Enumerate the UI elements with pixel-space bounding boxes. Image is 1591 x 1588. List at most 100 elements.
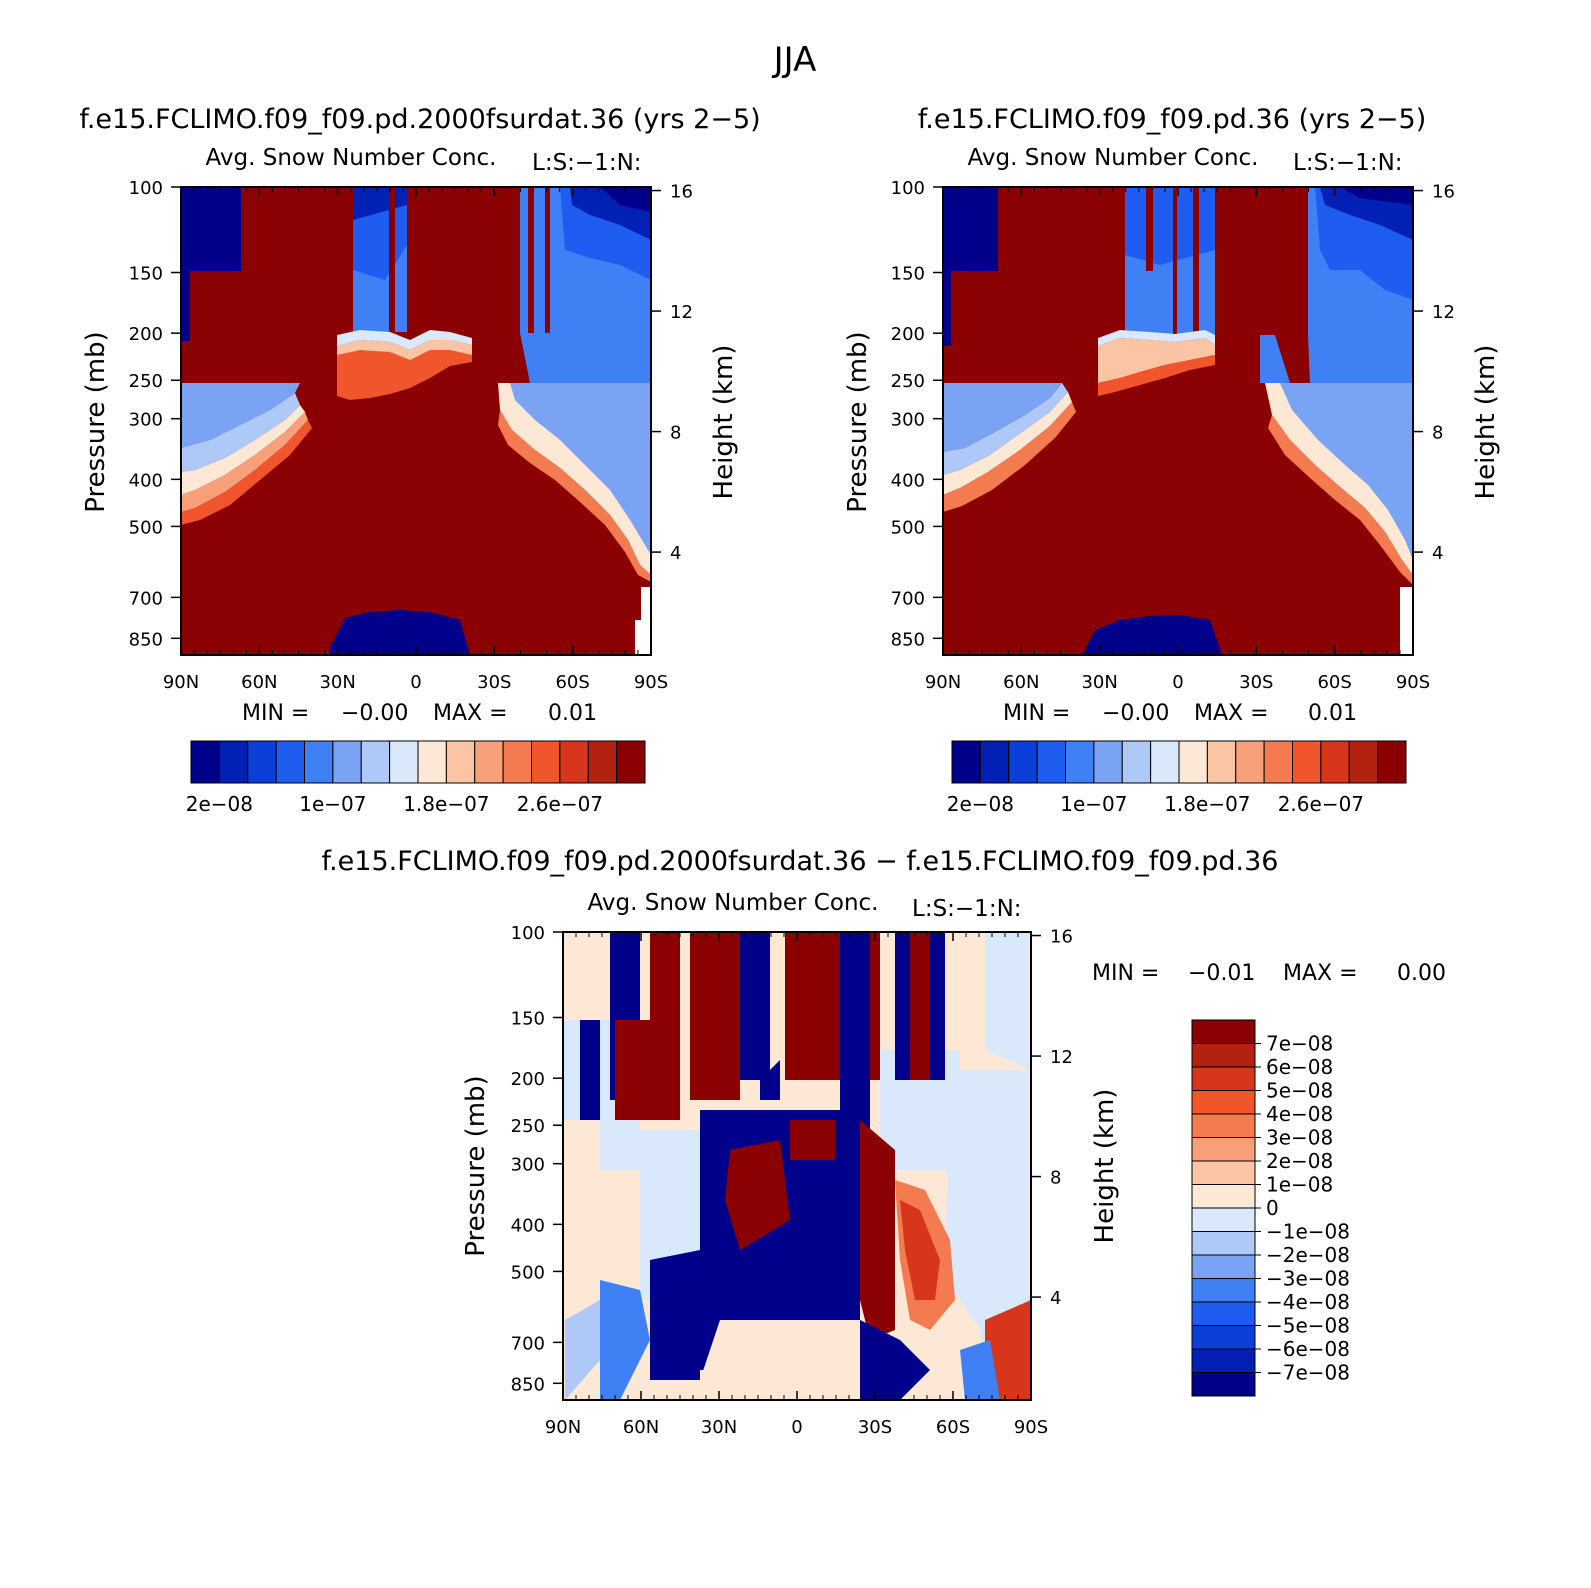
- panel-2-xtick-label: 0: [1172, 672, 1183, 693]
- panel-1-colorbar-box: [474, 740, 504, 784]
- panel-1-ytick-label: 150: [129, 264, 163, 285]
- panel-3-ytick-label: 200: [511, 1069, 545, 1090]
- panel-3-colorbar-label: 7e−08: [1266, 1032, 1333, 1056]
- panel-1-colorbar-box: [531, 740, 561, 784]
- panel-2-xtick-label: 60N: [1003, 672, 1039, 693]
- panel-2-xtick-label: 90N: [925, 672, 961, 693]
- panel-3-ylabel: Pressure (mb): [461, 1075, 491, 1256]
- panel-3-xtick-label: 60N: [623, 1417, 659, 1438]
- panel-2-colorbar-label: 1e−07: [1060, 792, 1127, 816]
- panel-3-title: f.e15.FCLIMO.f09_f09.pd.2000fsurdat.36 −…: [322, 846, 1279, 877]
- panel-2-ylabel: Pressure (mb): [843, 331, 873, 512]
- panel-1-colorbar-box: [360, 740, 391, 784]
- panel-3-xtick-label: 0: [791, 1417, 802, 1438]
- panel-3-ytick-label: 500: [511, 1262, 545, 1283]
- panel-2-subtitle: Avg. Snow Number Conc.: [968, 145, 1259, 171]
- panel-3-max-value: 0.00: [1397, 961, 1446, 986]
- panel-1-colorbar-box: [559, 740, 589, 784]
- panel-1-xtick-label: 30S: [477, 672, 511, 693]
- panel-3-colorbar-box: [1191, 1137, 1256, 1162]
- panel-1-ytick-label: 250: [129, 371, 163, 392]
- panel-2-ytick-label: 100: [891, 178, 925, 199]
- panel-2-xtick-label: 90S: [1396, 672, 1430, 693]
- panel-2-colorbar-box: [1121, 740, 1152, 784]
- panel-2-ytick-label: 400: [891, 470, 925, 491]
- panel-1: f.e15.FCLIMO.f09_f09.pd.2000fsurdat.36 (…: [79, 104, 760, 816]
- panel-2-colorbar-label: 2.6e−07: [1278, 792, 1364, 816]
- panel-2-colorbar-box: [1235, 740, 1265, 784]
- panel-3-htick-label: 8: [1050, 1168, 1061, 1189]
- panel-3-htick-label: 16: [1050, 927, 1073, 948]
- panel-3-colorbar-label: 5e−08: [1266, 1079, 1333, 1103]
- panel-2-colorbar-label: 1.8e−07: [1164, 792, 1250, 816]
- panel-3-colorbar-label: −1e−08: [1266, 1220, 1350, 1244]
- panel-3-colorbar-label: −4e−08: [1266, 1290, 1350, 1314]
- panel-1-colorbar-box: [445, 740, 476, 784]
- panel-1-htick-label: 4: [670, 543, 681, 564]
- panel-3-colorbar-label: 0: [1266, 1196, 1279, 1220]
- panel-3-colorbar-box: [1191, 1325, 1256, 1350]
- panel-3-max-label: MAX =: [1283, 961, 1358, 986]
- panel-3-xtick-label: 30N: [701, 1417, 737, 1438]
- panel-1-title: f.e15.FCLIMO.f09_f09.pd.2000fsurdat.36 (…: [79, 104, 760, 135]
- panel-1-xtick-label: 90N: [163, 672, 199, 693]
- panel-2-xtick-label: 60S: [1317, 672, 1351, 693]
- panel-3-ytick-label: 100: [511, 923, 545, 944]
- panel-3-colorbar-box: [1191, 1090, 1256, 1115]
- panel-2-colorbar-box: [1093, 740, 1123, 784]
- panel-2-ytick-label: 700: [891, 588, 925, 609]
- panel-1-colorbar-label: 1e−07: [299, 792, 366, 816]
- panel-3-ytick-label: 700: [511, 1333, 545, 1354]
- panel-3-colorbar-label: 2e−08: [1266, 1149, 1333, 1173]
- panel-2-colorbar-label: 2e−08: [947, 792, 1014, 816]
- panel-3-colorbar-box: [1191, 1043, 1256, 1068]
- panel-3-colorbar-label: −5e−08: [1266, 1314, 1350, 1338]
- panel-2-colorbar-box: [951, 740, 981, 784]
- panel-2-colorbar-box: [979, 740, 1010, 784]
- panel-2-ytick-label: 200: [891, 324, 925, 345]
- panel-2-ytick-label: 250: [891, 371, 925, 392]
- panel-2-max-value: 0.01: [1308, 701, 1357, 726]
- panel-1-min-value: −0.00: [341, 701, 408, 726]
- panel-1-max-label: MAX =: [433, 701, 508, 726]
- panel-3-colorbar-label: −2e−08: [1266, 1243, 1350, 1267]
- panel-2-colorbar-box: [1150, 740, 1180, 784]
- panel-2-min-value: −0.00: [1102, 701, 1169, 726]
- panel-2-htick-label: 16: [1432, 182, 1455, 203]
- panel-2-xtick-label: 30N: [1081, 672, 1117, 693]
- panel-1-colorbar-box: [247, 740, 277, 784]
- panel-3-colorbar-box: [1191, 1019, 1256, 1044]
- panel-2-htick-label: 8: [1432, 423, 1443, 444]
- panel-2-colorbar: 2e−08 1e−07 1.8e−07 2.6e−07: [947, 740, 1407, 816]
- panel-3-colorbar-box: [1191, 1207, 1256, 1232]
- panel-1-htick-label: 8: [670, 423, 681, 444]
- panel-3-ylabel2: Height (km): [1090, 1089, 1120, 1244]
- panel-3-colorbar-box: [1191, 1278, 1256, 1303]
- panel-1-colorbar-box: [587, 740, 618, 784]
- panel-2-title: f.e15.FCLIMO.f09_f09.pd.36 (yrs 2−5): [918, 104, 1426, 135]
- panel-3-colorbar-box: [1191, 1254, 1256, 1279]
- panel-3-subtitle: Avg. Snow Number Conc.: [588, 890, 879, 916]
- panel-1-ytick-label: 300: [129, 410, 163, 431]
- panel-2-colorbar-box: [1206, 740, 1237, 784]
- panel-1-colorbar-label: 1.8e−07: [403, 792, 489, 816]
- panel-1-min-label: MIN =: [242, 701, 309, 726]
- panel-3-colorbar-label: 1e−08: [1266, 1173, 1333, 1197]
- panel-1-ylabel: Pressure (mb): [81, 331, 111, 512]
- panel-1-colorbar-box: [218, 740, 249, 784]
- panel-2-field: [943, 187, 1413, 655]
- panel-1-units: L:S:−1:N:: [532, 150, 642, 176]
- panel-1-field: [181, 187, 651, 655]
- panel-3-xtick-label: 90N: [545, 1417, 581, 1438]
- panel-3-colorbar-box: [1191, 1301, 1256, 1326]
- panel-1-ytick-label: 850: [129, 629, 163, 650]
- panel-1-colorbar-label: 2e−08: [186, 792, 253, 816]
- panel-3-colorbar-label: 6e−08: [1266, 1055, 1333, 1079]
- panel-3-colorbar: 7e−086e−085e−084e−083e−082e−081e−080−1e−…: [1191, 1019, 1350, 1397]
- panel-3-min-label: MIN =: [1092, 961, 1159, 986]
- panel-3-colorbar-label: −7e−08: [1266, 1361, 1350, 1385]
- panel-3-xtick-label: 60S: [936, 1417, 970, 1438]
- panel-2-max-label: MAX =: [1194, 701, 1269, 726]
- panel-3-colorbar-label: 3e−08: [1266, 1126, 1333, 1150]
